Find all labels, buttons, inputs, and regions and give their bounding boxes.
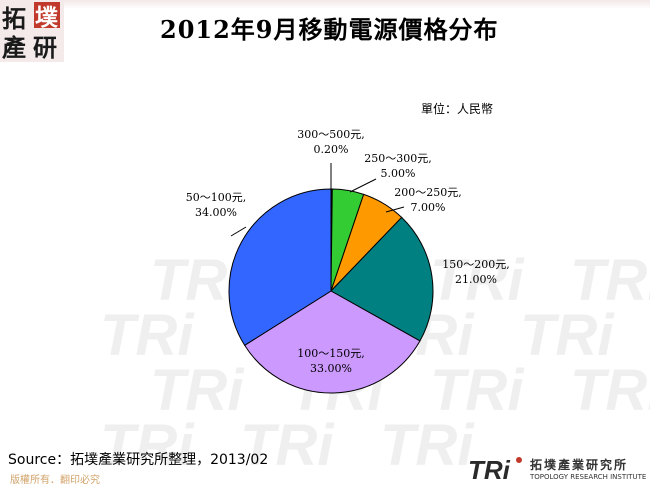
leader-line bbox=[385, 206, 405, 213]
svg-text:TRi: TRi bbox=[100, 413, 195, 478]
pie-slice bbox=[330, 216, 434, 342]
copyright-note: 版權所有．翻印必究 bbox=[10, 475, 100, 486]
unit-label: 單位：人民幣 bbox=[421, 102, 494, 116]
leader-line bbox=[349, 178, 377, 193]
org-name: 拓墣產業研究所 bbox=[530, 458, 629, 472]
svg-text:TRi: TRi bbox=[430, 358, 525, 423]
logo-char-3: 產 bbox=[2, 33, 26, 62]
svg-text:TRi: TRi bbox=[570, 248, 650, 313]
footer-logo: TRi 拓墣產業研究所 TOPOLOGY RESEARCH INSTITUTE bbox=[466, 452, 650, 485]
slice-value-label: 5.00% bbox=[381, 167, 416, 180]
svg-text:TRi: TRi bbox=[150, 358, 245, 423]
svg-text:TRi: TRi bbox=[570, 358, 650, 423]
logo-char-2: 墣 bbox=[35, 4, 58, 31]
svg-text:TRi: TRi bbox=[100, 303, 195, 368]
slice-value-label: 34.00% bbox=[195, 206, 237, 219]
org-name-en: TOPOLOGY RESEARCH INSTITUTE bbox=[530, 473, 647, 481]
slice-label: 250～300元, bbox=[364, 152, 432, 165]
tri-logo-text: TRi bbox=[468, 455, 511, 485]
slice-label: 100～150元, bbox=[297, 347, 365, 360]
slice-label: 50～100元, bbox=[186, 191, 247, 204]
page-title: 2012年9月移動電源價格分布 bbox=[160, 15, 499, 44]
slice-label: 200～250元, bbox=[394, 186, 462, 199]
svg-text:TRi: TRi bbox=[240, 413, 335, 478]
logo-char-4: 研 bbox=[33, 33, 57, 62]
svg-text:TRi: TRi bbox=[520, 303, 615, 368]
brand-logo: 拓 墣 產 研 bbox=[0, 0, 64, 62]
slice-value-label: 7.00% bbox=[411, 201, 446, 214]
slice-label: 150～200元, bbox=[442, 258, 510, 271]
svg-text:TRi: TRi bbox=[380, 413, 475, 478]
pie-slice bbox=[243, 290, 421, 394]
slice-value-label: 33.00% bbox=[310, 362, 352, 375]
slice-value-label: 21.00% bbox=[455, 273, 497, 286]
slice-value-label: 0.20% bbox=[314, 143, 349, 156]
leader-line bbox=[230, 226, 247, 237]
svg-text:TRi: TRi bbox=[430, 248, 525, 313]
source-note: Source：拓墣產業研究所整理，2013/02 bbox=[8, 452, 269, 468]
slice-label: 300～500元, bbox=[297, 128, 365, 141]
tri-logo-mark: TRi bbox=[468, 455, 522, 485]
logo-char-1: 拓 bbox=[2, 4, 26, 33]
pie-slice bbox=[228, 188, 332, 346]
